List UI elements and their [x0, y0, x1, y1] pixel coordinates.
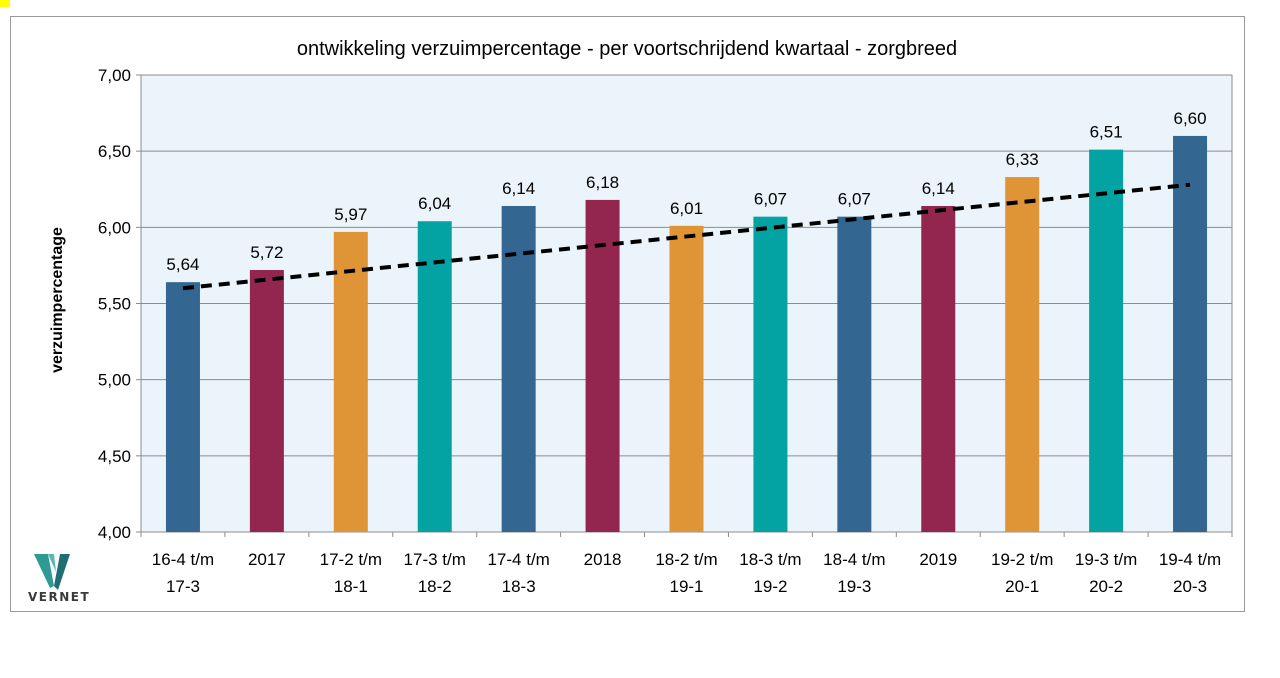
- bar: [249, 269, 284, 532]
- bar: [501, 206, 536, 533]
- x-tick-label: 17-3: [166, 577, 200, 596]
- bar-value-label: 6,07: [754, 190, 787, 209]
- y-tick-label: 5,00: [98, 371, 131, 390]
- x-tick-label: 19-1: [669, 577, 703, 596]
- bar-value-label: 6,33: [1006, 150, 1039, 169]
- bar-value-label: 6,04: [418, 194, 451, 213]
- x-tick-label: 18-1: [334, 577, 368, 596]
- x-tick-label: 19-4 t/m: [1159, 550, 1221, 569]
- x-tick-label: 20-1: [1005, 577, 1039, 596]
- bar-value-label: 5,64: [166, 255, 199, 274]
- bar: [165, 282, 200, 532]
- bar-value-label: 6,01: [670, 199, 703, 218]
- bar-value-label: 5,72: [250, 243, 283, 262]
- x-tick-label: 18-2: [418, 577, 452, 596]
- bar-value-label: 6,14: [922, 179, 955, 198]
- x-tick-label: 19-2 t/m: [991, 550, 1053, 569]
- x-tick-label: 17-4 t/m: [487, 550, 549, 569]
- bar: [417, 221, 452, 533]
- bar-value-label: 6,60: [1173, 109, 1206, 128]
- x-tick-label: 19-3 t/m: [1075, 550, 1137, 569]
- logo-text: VERNET: [28, 590, 91, 604]
- bar-value-label: 6,14: [502, 179, 535, 198]
- bar-value-label: 6,51: [1090, 123, 1123, 142]
- chart-title: ontwikkeling verzuimpercentage - per voo…: [297, 38, 957, 60]
- x-tick-label: 18-3: [502, 577, 536, 596]
- corner-mark: [0, 0, 10, 7]
- bar-value-label: 6,07: [838, 190, 871, 209]
- x-tick-label: 2018: [584, 550, 622, 569]
- x-tick-label: 17-3 t/m: [404, 550, 466, 569]
- vernet-logo-icon: [34, 554, 70, 590]
- x-tick-label: 18-4 t/m: [823, 550, 885, 569]
- bar-value-label: 5,97: [334, 205, 367, 224]
- bar: [921, 206, 956, 533]
- x-tick-label: 20-2: [1089, 577, 1123, 596]
- y-tick-label: 6,00: [98, 218, 131, 237]
- bar: [1089, 149, 1124, 533]
- x-tick-label: 2017: [248, 550, 286, 569]
- x-tick-label: 2019: [919, 550, 957, 569]
- y-tick-label: 4,50: [98, 447, 131, 466]
- bar: [1173, 135, 1208, 532]
- x-tick-label: 16-4 t/m: [152, 550, 214, 569]
- y-tick-label: 6,50: [98, 142, 131, 161]
- bar: [333, 231, 368, 533]
- y-tick-label: 7,00: [98, 66, 131, 85]
- bar: [585, 199, 620, 532]
- x-tick-label: 18-3 t/m: [739, 550, 801, 569]
- y-tick-label: 5,50: [98, 295, 131, 314]
- bar: [753, 216, 788, 533]
- x-tick-label: 19-2: [753, 577, 787, 596]
- bar-value-label: 6,18: [586, 173, 619, 192]
- trendline: [182, 182, 1191, 291]
- bar: [1005, 177, 1040, 532]
- y-axis-label: verzuimpercentage: [49, 227, 66, 373]
- x-tick-label: 17-2 t/m: [320, 550, 382, 569]
- x-tick-label: 18-2 t/m: [655, 550, 717, 569]
- bar: [669, 225, 704, 532]
- y-tick-label: 4,00: [98, 523, 131, 542]
- bar: [837, 216, 872, 533]
- x-tick-label: 20-3: [1173, 577, 1207, 596]
- x-tick-label: 19-3: [837, 577, 871, 596]
